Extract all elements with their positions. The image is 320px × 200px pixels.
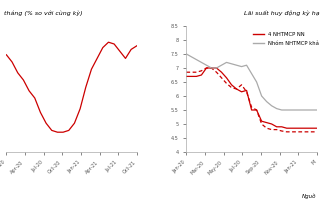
Text: Lãi suất huy động kỳ hạ: Lãi suất huy động kỳ hạ (244, 10, 319, 16)
Text: tháng (% so với cùng kỳ): tháng (% so với cùng kỳ) (4, 10, 83, 16)
Text: Nguồ: Nguồ (302, 194, 317, 199)
Legend: 4 NHTMCP NN, Nhóm NHTMCP khả: 4 NHTMCP NN, Nhóm NHTMCP khả (253, 31, 319, 46)
